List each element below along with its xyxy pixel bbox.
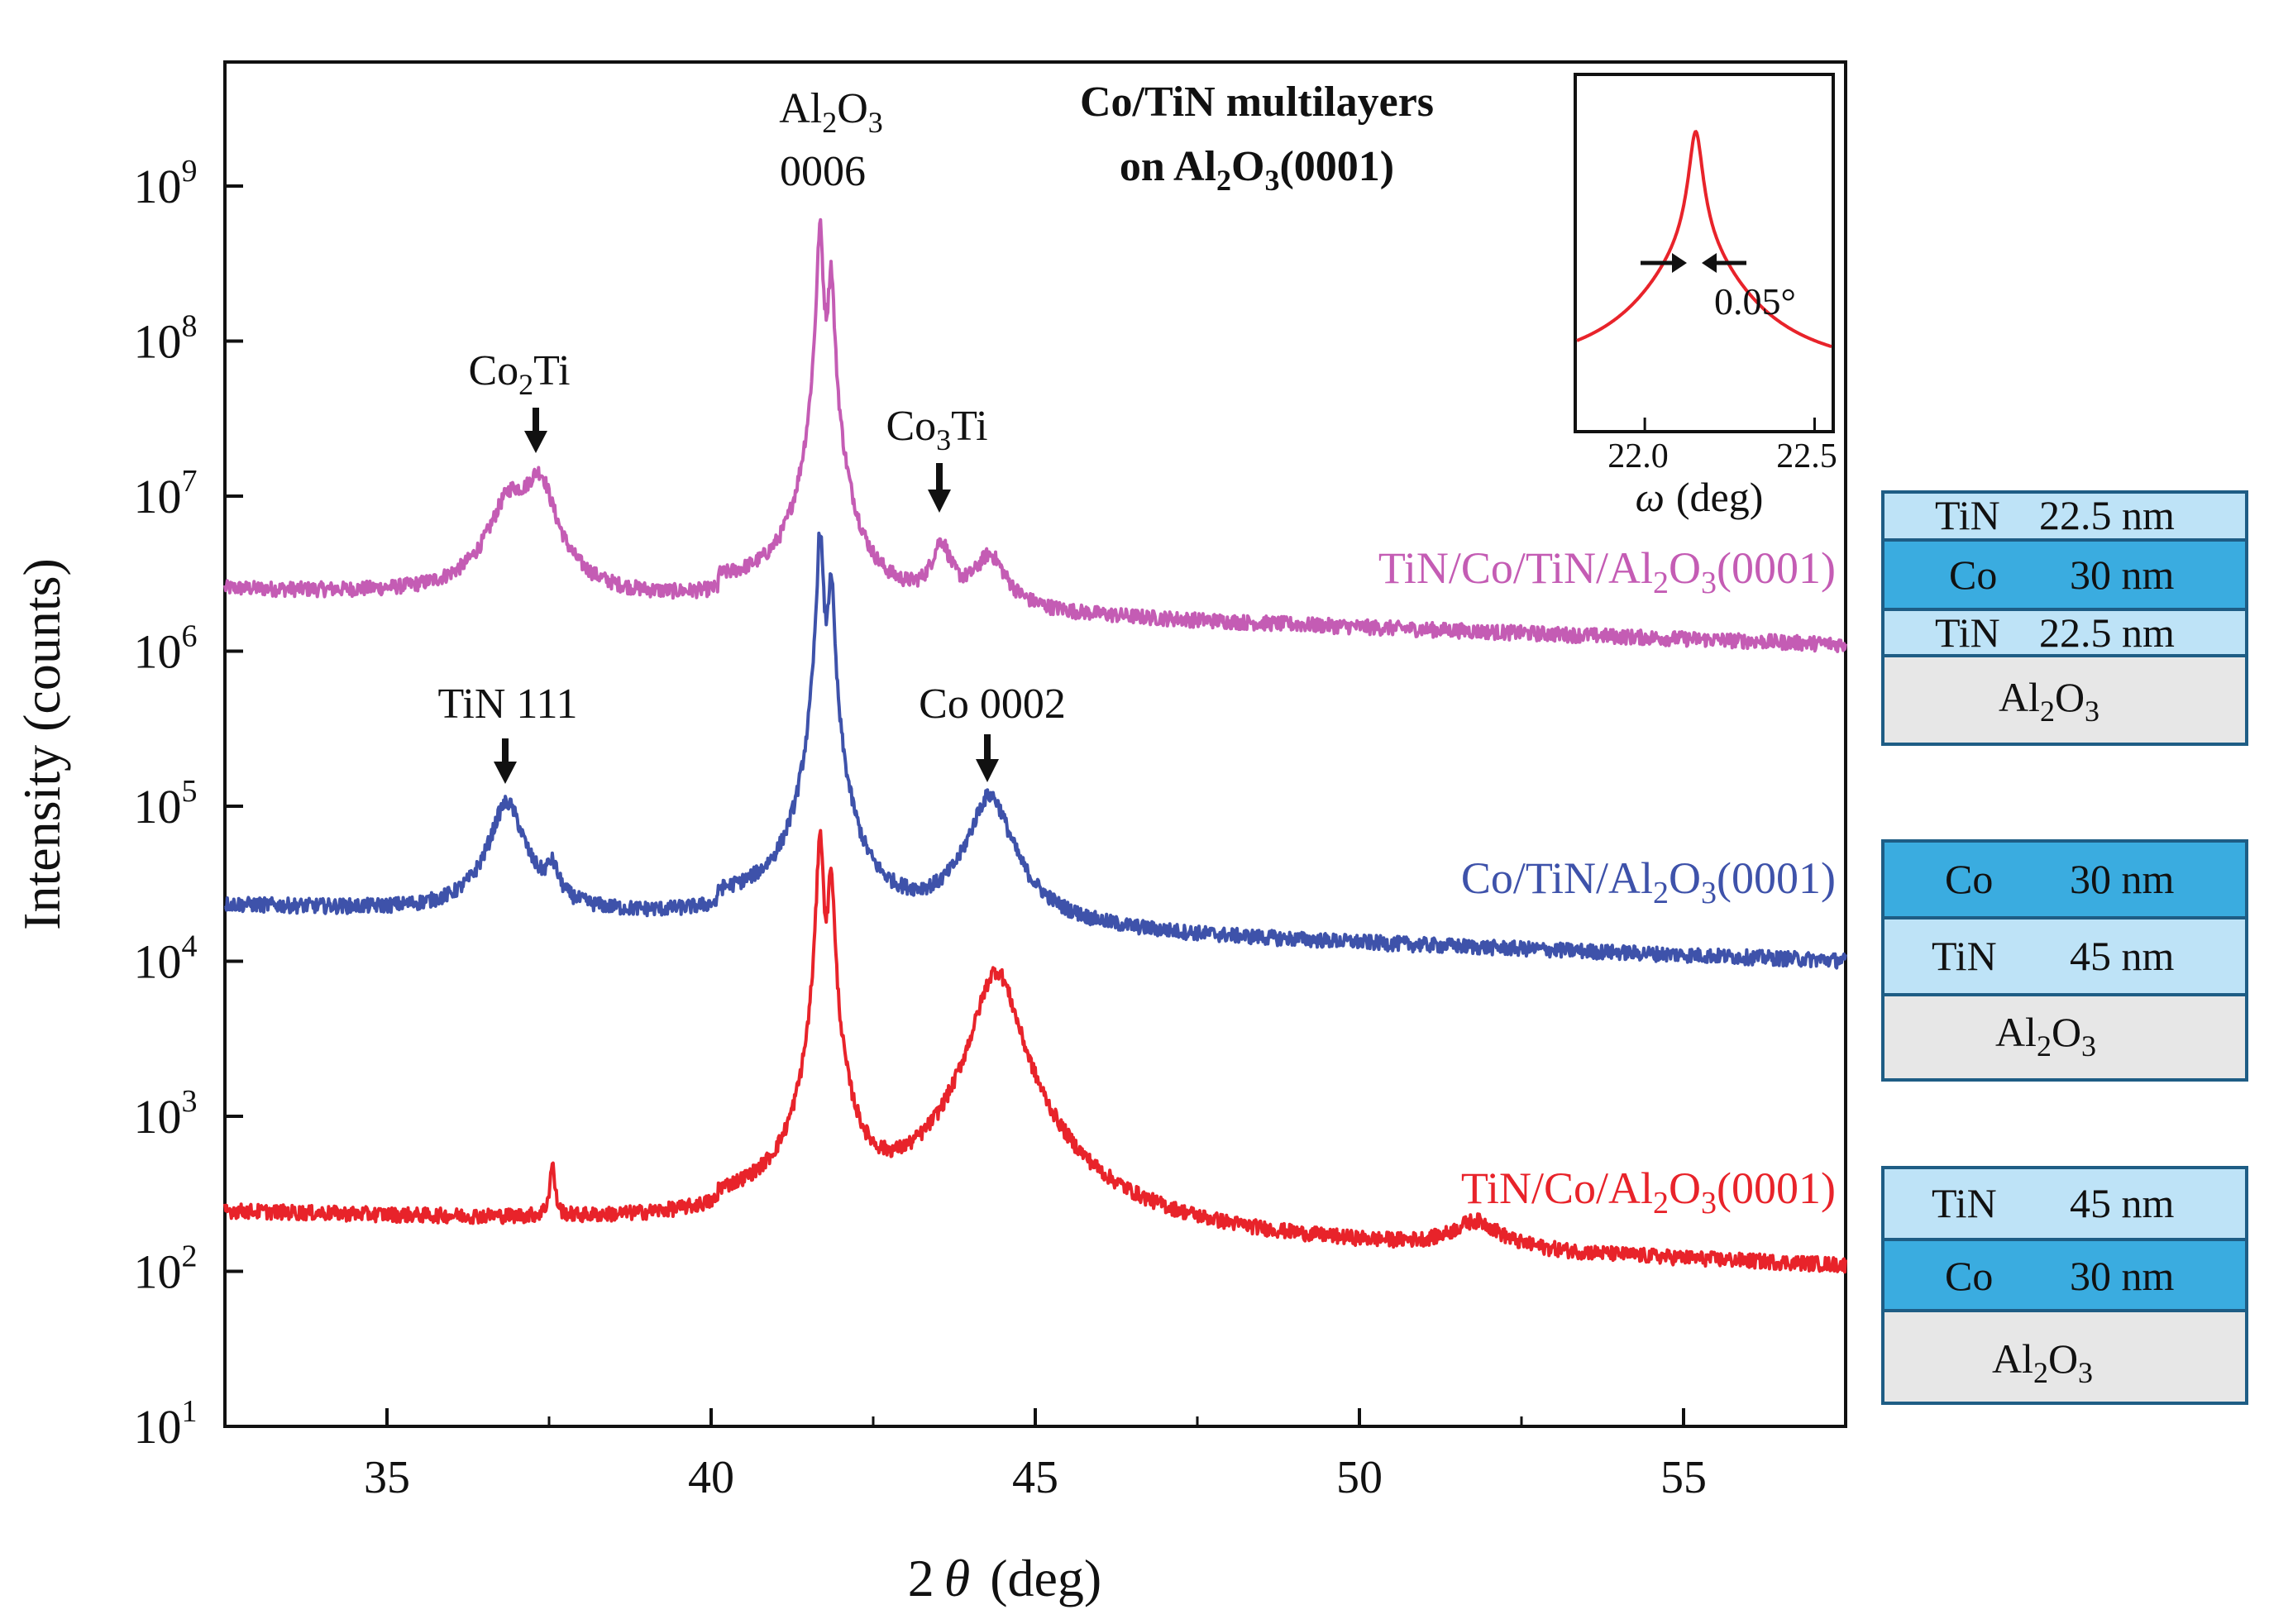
y-tick-label-3: 103 (134, 1084, 198, 1144)
y-tick-label-5: 105 (134, 774, 198, 833)
stack-1-layer-2-material: Co (1949, 552, 1997, 598)
series-label-bottom: TiN/Co/Al2O3(0001) (1461, 1163, 1836, 1220)
stack-3-layer-1-material: TiN (1932, 1180, 1997, 1226)
inset-xtick-22.0: 22.0 (1607, 437, 1669, 475)
stack-2-layer-2-thickness: 45 nm (2070, 933, 2175, 979)
annotation-al2o3-line1: Al2O3 (779, 85, 883, 139)
inset-fwhm-left-arrowhead (1672, 253, 1687, 273)
annotation-co0002: Co 0002 (919, 681, 1066, 728)
stack-1-layer-2 (1881, 538, 2248, 611)
x-tick-label-40: 40 (688, 1452, 734, 1503)
inset-fwhm-right-arrowhead (1702, 253, 1717, 273)
annotation-co2ti: Co2Ti (468, 347, 570, 401)
stack-1-layer-3-thickness: 22.5 nm (2039, 609, 2175, 656)
x-tick-label-50: 50 (1336, 1452, 1383, 1503)
series-label-top: TiN/Co/TiN/Al2O3(0001) (1378, 543, 1836, 600)
y-tick-label-9: 109 (134, 154, 198, 213)
stack-2-substrate-label: Al2O3 (1995, 1009, 2096, 1063)
chart-title-line2: on Al2O3(0001) (1120, 143, 1394, 197)
stack-2-layer-2 (1881, 916, 2248, 996)
stack-2: Co 30 nm TiN 45 nm Al2O3 (1881, 839, 2248, 1082)
y-tick-label-7: 107 (134, 464, 198, 523)
series-label-middle: Co/TiN/Al2O3(0001) (1461, 853, 1836, 910)
series-line-2 (223, 531, 1847, 970)
arrow-tin111 (494, 738, 517, 784)
annotation-tin111: TiN 111 (437, 681, 577, 728)
stack-1-layer-3 (1881, 608, 2248, 657)
x-tick-label-45: 45 (1012, 1452, 1058, 1503)
x-axis-label: 2 θ (deg) (908, 1549, 1101, 1607)
stack-3-layer-2-material: Co (1945, 1253, 1993, 1299)
series-line-3 (223, 829, 1847, 1274)
stack-1: TiN 22.5 nm Co 30 nm TiN 22.5 nm Al2O3 (1881, 490, 2248, 746)
inset-x-axis-label: ω (deg) (1636, 474, 1764, 520)
stack-2-layer-1-material: Co (1945, 856, 1993, 902)
y-tick-label-1: 101 (134, 1394, 198, 1454)
stack-3-layer-2-thickness: 30 nm (2070, 1253, 2175, 1299)
x-tick-label-55: 55 (1660, 1452, 1707, 1503)
inset-fwhm-label: 0.05° (1714, 280, 1796, 322)
stack-1-layer-1-thickness: 22.5 nm (2039, 492, 2175, 538)
inset-frame (1574, 73, 1835, 433)
stack-2-layer-1 (1881, 839, 2248, 919)
inset-layer (1576, 130, 1832, 430)
stack-3: TiN 45 nm Co 30 nm Al2O3 (1881, 1166, 2248, 1405)
stack-3-substrate-label: Al2O3 (1992, 1335, 2093, 1389)
arrow-co3ti (928, 463, 951, 513)
stack-1-substrate (1881, 654, 2248, 746)
axis-layer: 35 40 45 50 55 101 102 103 104 105 106 107 108 109 (134, 154, 1847, 1503)
y-tick-label-2: 102 (134, 1239, 198, 1299)
x-tick-label-35: 35 (364, 1452, 410, 1503)
stack-2-layer-2-material: TiN (1932, 933, 1997, 979)
chart-title-line1: Co/TiN multilayers (1080, 79, 1434, 126)
inset-peak-line (1576, 130, 1832, 349)
stack-1-layer-2-thickness: 30 nm (2070, 552, 2175, 598)
annotation-co3ti: Co3Ti (886, 403, 987, 456)
y-tick-label-8: 108 (134, 309, 198, 369)
stack-3-layer-1-thickness: 45 nm (2070, 1180, 2175, 1226)
inset-xtick-22.5: 22.5 (1776, 437, 1837, 475)
stack-2-substrate (1881, 993, 2248, 1082)
series-layer (223, 217, 1847, 1274)
stack-1-layer-1 (1881, 490, 2248, 542)
y-tick-label-4: 104 (134, 929, 198, 989)
stack-1-layer-1-material: TiN (1935, 492, 2000, 538)
stack-3-layer-2 (1881, 1238, 2248, 1312)
stack-2-layer-1-thickness: 30 nm (2070, 856, 2175, 902)
stack-3-substrate (1881, 1309, 2248, 1405)
inset: 0.05° 22.0 22.5 ω (deg) (1574, 73, 1837, 520)
arrow-co2ti (524, 408, 547, 453)
stack-3-layer-1 (1881, 1166, 2248, 1241)
annotation-al2o3-line2: 0006 (780, 148, 866, 195)
stack-1-substrate-label: Al2O3 (1999, 674, 2099, 728)
arrow-co0002 (976, 734, 999, 782)
y-axis-label: Intensity (counts) (12, 558, 71, 930)
stack-1-layer-3-material: TiN (1935, 609, 2000, 656)
series-line-1 (223, 217, 1847, 653)
y-tick-label-6: 106 (134, 619, 198, 679)
